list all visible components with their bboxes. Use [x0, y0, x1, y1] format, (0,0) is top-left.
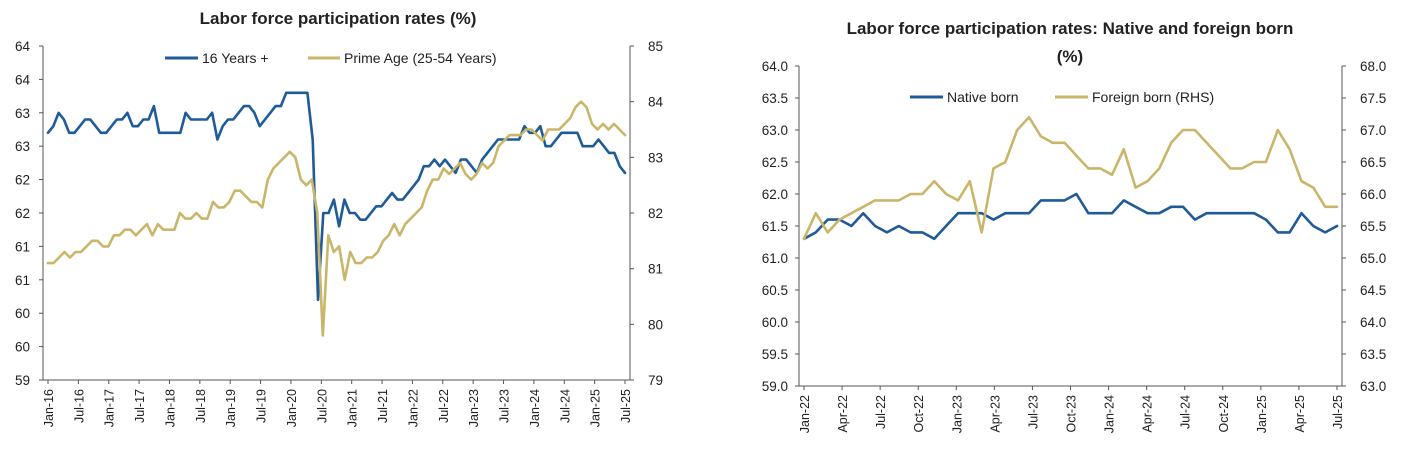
y-right-tick-label: 65.5: [1360, 219, 1386, 234]
x-tick-label: Oct-24: [1217, 395, 1231, 433]
x-tick-label: Jul-23: [498, 389, 512, 423]
y-left-tick-label: 60.0: [762, 315, 788, 330]
y-left-tick-label: 64: [15, 39, 31, 54]
legend-label: Native born: [947, 89, 1019, 105]
legend-label: Foreign born (RHS): [1092, 89, 1214, 105]
x-tick-label: Jan-17: [103, 389, 117, 427]
y-right-tick-label: 65.0: [1360, 251, 1386, 266]
x-tick-label: Jan-20: [285, 389, 299, 427]
x-tick-label: Jul-22: [874, 395, 888, 429]
y-right-tick-label: 63.0: [1360, 379, 1386, 394]
y-left-tick-label: 62: [15, 173, 30, 188]
y-left-tick-label: 63: [15, 139, 30, 154]
y-right-tick-label: 79: [648, 373, 663, 388]
y-left-tick-label: 63.5: [762, 91, 788, 106]
y-right-tick-label: 83: [648, 150, 663, 165]
y-right-tick-label: 82: [648, 206, 663, 221]
chart-title-line2: (%): [1057, 47, 1083, 66]
y-right-tick-label: 68.0: [1360, 59, 1386, 74]
y-left-tick-label: 61.5: [762, 219, 788, 234]
series-line-secondary: [46, 100, 627, 337]
x-tick-label: Jan-25: [1255, 395, 1269, 433]
y-left-tick-label: 59.0: [762, 379, 788, 394]
x-tick-label: Jan-23: [467, 389, 481, 427]
x-tick-label: Oct-23: [1065, 395, 1079, 433]
y-left-tick-label: 59.5: [762, 347, 788, 362]
chart-title: Labor force participation rates: Native …: [847, 19, 1294, 38]
y-left-tick-label: 61.0: [762, 251, 788, 266]
x-tick-label: Jan-24: [528, 389, 542, 427]
x-tick-label: Jul-19: [255, 389, 269, 423]
x-tick-label: Jul-16: [72, 389, 86, 423]
y-left-tick-label: 60: [15, 340, 30, 355]
series-line-secondary: [802, 115, 1339, 241]
x-tick-label: Jul-23: [1026, 395, 1040, 429]
x-tick-label: Jan-18: [163, 389, 177, 427]
y-left-tick-label: 59: [15, 373, 30, 388]
y-left-tick-label: 60.5: [762, 283, 788, 298]
y-left-tick-label: 63: [15, 106, 30, 121]
x-tick-label: Apr-22: [836, 395, 850, 433]
y-left-tick-label: 64.0: [762, 59, 788, 74]
x-tick-label: Apr-24: [1141, 395, 1155, 433]
x-tick-label: Apr-25: [1293, 395, 1307, 433]
y-right-tick-label: 64.0: [1360, 315, 1386, 330]
y-left-tick-label: 62: [15, 206, 30, 221]
y-right-tick-label: 66.5: [1360, 155, 1386, 170]
x-tick-label: Jul-25: [619, 389, 633, 423]
x-tick-label: Jul-22: [437, 389, 451, 423]
y-right-tick-label: 84: [648, 95, 664, 110]
x-tick-label: Jan-16: [42, 389, 56, 427]
y-left-tick-label: 61: [15, 239, 30, 254]
x-tick-label: Jan-21: [346, 389, 360, 427]
y-left-tick-label: 62.0: [762, 187, 788, 202]
x-tick-label: Jan-22: [798, 395, 812, 433]
x-tick-label: Apr-23: [988, 395, 1002, 433]
legend-label: 16 Years +: [202, 50, 269, 66]
y-left-tick-label: 64: [15, 72, 31, 87]
y-left-tick-label: 63.0: [762, 123, 788, 138]
y-right-tick-label: 66.0: [1360, 187, 1386, 202]
x-tick-label: Jul-17: [133, 389, 147, 423]
x-tick-label: Jul-25: [1331, 395, 1345, 429]
x-tick-label: Jan-19: [224, 389, 238, 427]
x-tick-label: Jul-24: [1179, 395, 1193, 429]
y-right-tick-label: 85: [648, 39, 663, 54]
y-right-tick-label: 80: [648, 317, 663, 332]
y-right-tick-label: 64.5: [1360, 283, 1386, 298]
y-right-tick-label: 81: [648, 262, 663, 277]
x-tick-label: Jul-20: [315, 389, 329, 423]
x-tick-label: Jul-21: [376, 389, 390, 423]
x-tick-label: Jan-23: [950, 395, 964, 433]
series-line-primary: [802, 192, 1339, 241]
y-left-tick-label: 60: [15, 306, 30, 321]
y-right-tick-label: 67.5: [1360, 91, 1386, 106]
chart-title: Labor force participation rates (%): [200, 9, 477, 28]
series-line-primary: [46, 91, 627, 302]
y-right-tick-label: 63.5: [1360, 347, 1386, 362]
y-right-tick-label: 67.0: [1360, 123, 1386, 138]
x-tick-label: Jul-24: [558, 389, 572, 423]
y-left-tick-label: 62.5: [762, 155, 788, 170]
legend-label: Prime Age (25-54 Years): [344, 50, 497, 66]
x-tick-label: Jul-18: [194, 389, 208, 423]
x-tick-label: Jan-25: [589, 389, 603, 427]
x-tick-label: Jan-24: [1103, 395, 1117, 433]
y-left-tick-label: 61: [15, 273, 30, 288]
x-tick-label: Oct-22: [912, 395, 926, 433]
x-tick-label: Jan-22: [406, 389, 420, 427]
